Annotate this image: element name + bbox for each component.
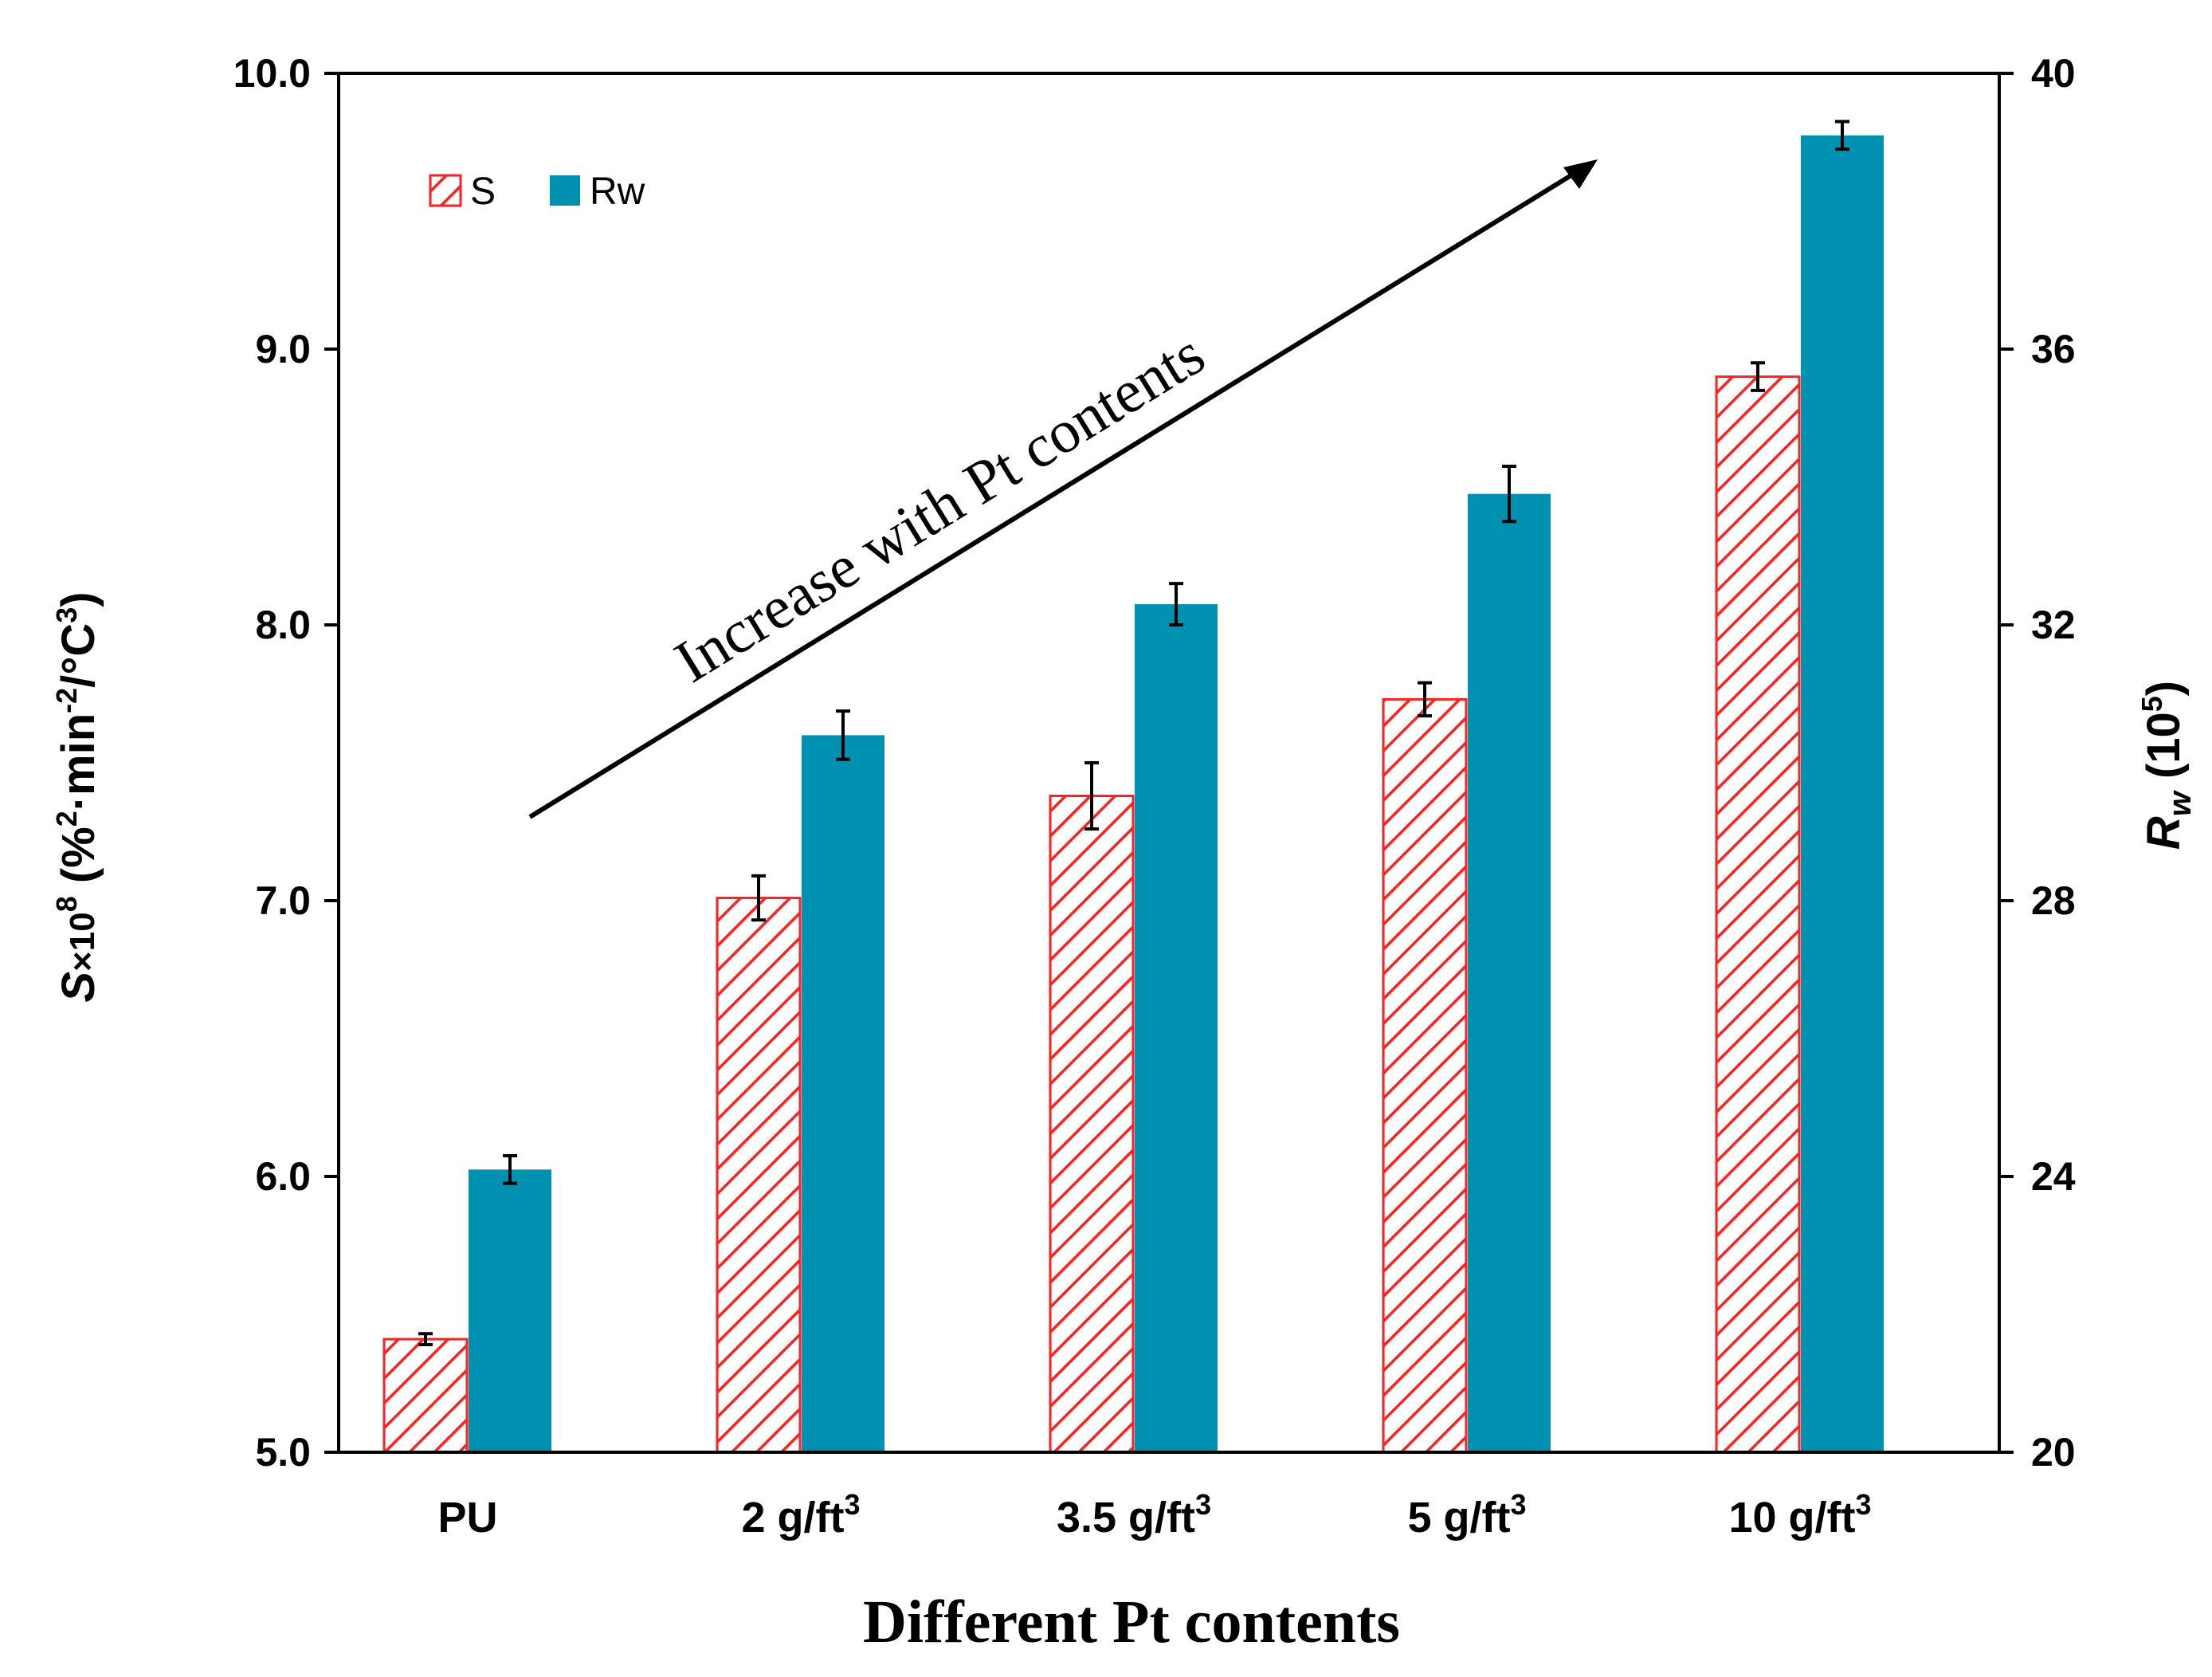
y-left-tick-label: 9.0 xyxy=(255,327,311,371)
y-right-tick-label: 40 xyxy=(2031,51,2076,96)
y-right-ticks: 20 24 28 32 36 40 xyxy=(1999,51,2076,1475)
bar-rw-0 xyxy=(469,1169,551,1452)
legend-label-s: S xyxy=(470,171,496,213)
x-category-label-1: 2 g/ft3 xyxy=(741,1488,860,1542)
error-bar-rw-3 xyxy=(1502,465,1516,524)
y-right-axis-title: Rw (105) xyxy=(2136,681,2198,850)
y-left-tick-label: 8.0 xyxy=(255,603,311,647)
y-left-tick-label: 5.0 xyxy=(255,1430,311,1475)
y-left-tick-label: 10.0 xyxy=(233,51,311,96)
bar-s-2 xyxy=(1049,795,1135,1454)
error-bar-s-1 xyxy=(751,874,766,922)
error-bar-s-0 xyxy=(418,1332,433,1347)
x-category-label-4: 10 g/ft3 xyxy=(1728,1488,1871,1542)
y-left-tick-label: 6.0 xyxy=(255,1154,311,1199)
error-bar-rw-0 xyxy=(503,1154,517,1185)
y-left-tick-label: 7.0 xyxy=(255,878,311,923)
y-right-tick-label: 20 xyxy=(2031,1430,2076,1475)
bar-s-3 xyxy=(1382,697,1468,1454)
error-bar-rw-2 xyxy=(1169,582,1183,626)
error-bar-rw-4 xyxy=(1835,120,1849,151)
plot-frame xyxy=(337,72,2001,1454)
trend-arrow-head xyxy=(1563,159,1598,189)
x-axis-title: Different Pt contents xyxy=(863,1589,1400,1655)
error-bars-layer xyxy=(418,120,1849,1347)
trend-annotation-label: Increase with Pt contents xyxy=(664,320,1216,696)
bar-s-0 xyxy=(382,1337,469,1454)
bar-rw-1 xyxy=(802,735,884,1452)
error-bar-rw-1 xyxy=(836,709,850,761)
legend-swatch-s xyxy=(429,174,462,207)
error-bar-s-4 xyxy=(1751,361,1765,392)
error-bar-s-2 xyxy=(1084,761,1099,831)
trend-arrow-line xyxy=(528,171,1575,819)
bar-rw-2 xyxy=(1135,604,1218,1452)
bar-rw-3 xyxy=(1468,493,1551,1452)
y-left-axis-title: S×108 (%2·min-2/°C3) xyxy=(50,591,104,1002)
bar-rw-4 xyxy=(1801,135,1884,1453)
legend: S Rw xyxy=(429,171,645,213)
y-left-ticks: 5.0 6.0 7.0 8.0 9.0 10.0 xyxy=(233,51,339,1475)
x-category-label-3: 5 g/ft3 xyxy=(1407,1488,1526,1542)
bar-s-1 xyxy=(716,897,802,1454)
bar-s-4 xyxy=(1715,375,1801,1454)
error-bar-s-3 xyxy=(1418,681,1432,718)
y-right-tick-label: 24 xyxy=(2031,1154,2076,1199)
x-category-label-2: 3.5 g/ft3 xyxy=(1057,1488,1211,1542)
bars-layer xyxy=(382,135,1884,1454)
x-category-labels: PU 2 g/ft3 3.5 g/ft3 5 g/ft3 10 g/ft3 xyxy=(437,1488,1871,1542)
legend-swatch-rw xyxy=(550,175,580,206)
x-category-label-0: PU xyxy=(437,1494,497,1542)
y-right-tick-label: 28 xyxy=(2031,878,2076,923)
legend-label-rw: Rw xyxy=(590,171,645,213)
y-right-tick-label: 36 xyxy=(2031,327,2076,371)
y-right-tick-label: 32 xyxy=(2031,603,2076,647)
